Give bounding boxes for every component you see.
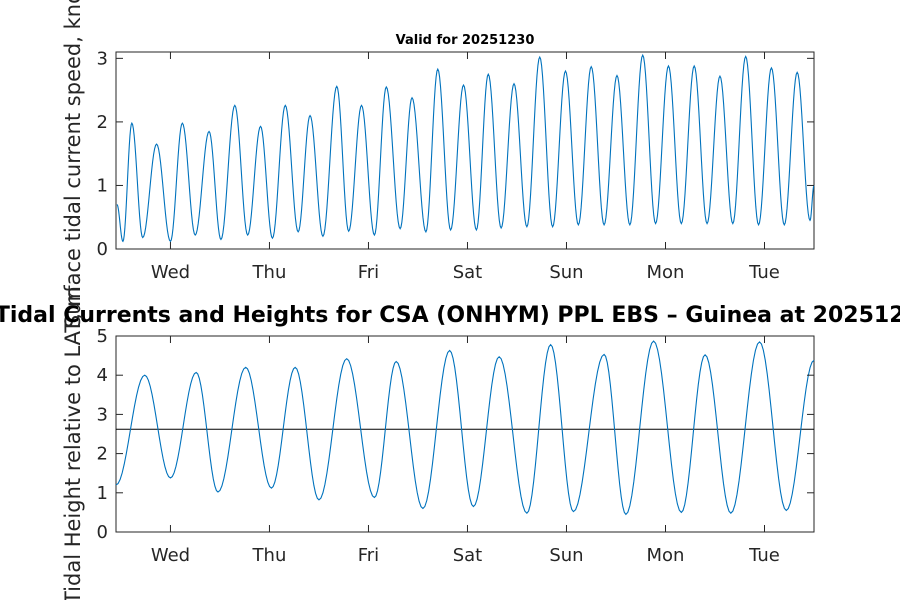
tidal-height-y-tick-label: 0 xyxy=(97,522,108,543)
current-speed-series xyxy=(116,53,815,243)
tidal-height-panel: 0 1 2 3 4 5 Wed Thu Fri Sat Sun Mon Tue Tidal Curre… xyxy=(0,286,900,600)
current-speed-x-tick-label: Thu xyxy=(252,262,287,283)
current-speed-x-tick-label: Sun xyxy=(549,262,583,283)
tidal-height-y-tick-label: 3 xyxy=(97,404,108,425)
current-speed-axes xyxy=(115,51,815,250)
current-speed-x-tick-label: Sat xyxy=(453,262,483,283)
tidal-height-x-tick-label: Sat xyxy=(453,545,483,566)
tidal-height-y-ticks: 0 1 2 3 4 5 xyxy=(97,326,814,543)
tidal-height-series xyxy=(115,340,815,516)
tidal-height-series-line xyxy=(115,340,815,516)
current-speed-y-tick-label: 3 xyxy=(97,48,108,69)
tidal-height-x-tick-label: Thu xyxy=(252,545,287,566)
tidal-height-y-tick-label: 1 xyxy=(97,483,108,504)
tidal-height-x-tick-label: Tue xyxy=(748,545,780,566)
tidal-height-axes xyxy=(115,335,815,533)
current-speed-x-ticks: Wed Thu Fri Sat Sun Mon Tue xyxy=(151,52,780,283)
tidal-height-x-tick-label: Mon xyxy=(647,545,685,566)
current-speed-x-tick-label: Mon xyxy=(647,262,685,283)
tidal-height-y-tick-label: 2 xyxy=(97,444,108,465)
current-speed-panel: 0 1 2 3 Wed Thu Fri Sat Sun Mon Tue Valid for 202… xyxy=(61,0,815,328)
current-speed-y-tick-label: 2 xyxy=(97,112,108,133)
tidal-height-y-tick-label: 4 xyxy=(97,365,108,386)
tidal-height-x-tick-label: Wed xyxy=(151,545,190,566)
current-speed-y-tick-label: 0 xyxy=(97,239,108,260)
tidal-height-x-tick-label: Fri xyxy=(358,545,379,566)
current-speed-x-tick-label: Fri xyxy=(358,262,379,283)
tidal-height-title: Tidal Currents and Heights for CSA (ONHY… xyxy=(0,303,900,328)
current-speed-x-tick-label: Wed xyxy=(151,262,190,283)
tidal-height-x-ticks: Wed Thu Fri Sat Sun Mon Tue xyxy=(151,336,780,566)
tidal-height-y-tick-label: 5 xyxy=(97,326,108,347)
current-speed-y-ticks: 0 1 2 3 xyxy=(97,48,814,260)
current-speed-y-axis-label: Surface tidal current speed, knots xyxy=(61,0,85,328)
current-speed-title: Valid for 20251230 xyxy=(396,33,535,48)
tidal-height-y-axis-label: Tidal Height relative to LAT, m xyxy=(61,286,85,600)
current-speed-y-tick-label: 1 xyxy=(97,175,108,196)
tidal-height-x-tick-label: Sun xyxy=(549,545,583,566)
current-speed-x-tick-label: Tue xyxy=(748,262,780,283)
current-speed-series-line xyxy=(116,53,815,243)
